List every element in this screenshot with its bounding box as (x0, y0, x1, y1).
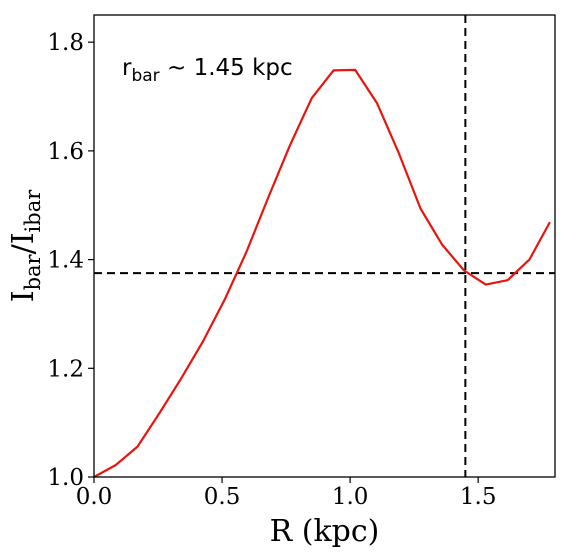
y-tick-label: 1.8 (47, 30, 84, 56)
y-axis-label-sub2: ibar (21, 189, 45, 233)
annotation-main: r (122, 55, 132, 81)
series-layer (94, 68, 551, 477)
series-line-0 (94, 68, 551, 477)
x-tick-label: 0.0 (76, 484, 113, 510)
reference-lines (94, 15, 555, 477)
x-tick-label: 0.5 (204, 484, 241, 510)
y-axis-ticks: 1.0 1.2 1.4 1.6 1.8 (47, 30, 94, 491)
bar-radius-annotation: rbar ~ 1.45 kpc (122, 55, 293, 86)
y-tick-label: 1.6 (47, 139, 84, 165)
y-tick-label: 1.0 (47, 465, 84, 491)
x-axis-label: R (kpc) (270, 514, 380, 549)
x-axis-ticks: 0.0 0.5 1.0 1.5 (76, 477, 497, 510)
annotation-sub: bar (131, 66, 159, 86)
x-tick-label: 1.5 (460, 484, 497, 510)
plot-frame (93, 14, 556, 478)
x-tick-label: 1.0 (332, 484, 369, 510)
y-axis-label: Ibar/Iibar (6, 189, 45, 303)
annotation-rest: ~ 1.45 kpc (160, 55, 293, 81)
y-axis-label-slash: /I (6, 232, 41, 254)
y-axis-label-sub1: bar (21, 253, 45, 290)
y-axis-label-main: I (6, 290, 41, 302)
y-tick-label: 1.4 (47, 248, 84, 274)
y-tick-label: 1.2 (47, 356, 84, 382)
